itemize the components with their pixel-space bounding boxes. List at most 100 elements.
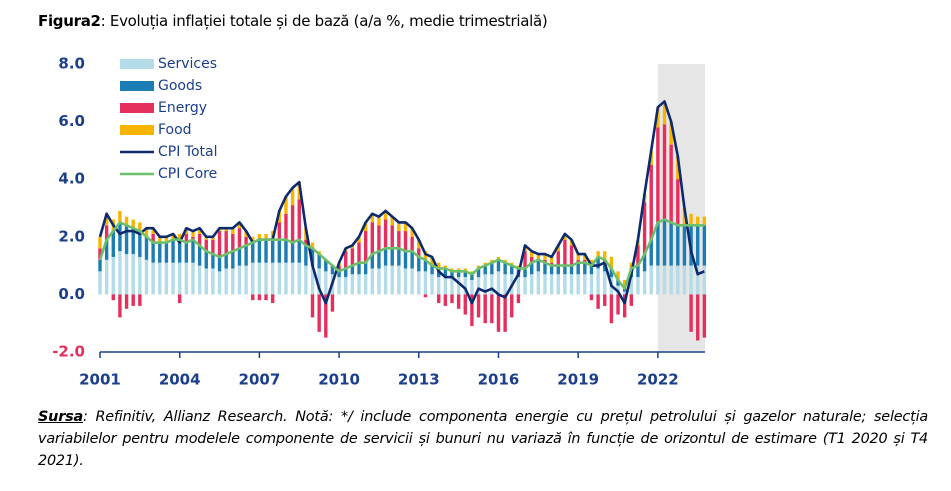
- bar-segment: [443, 268, 448, 278]
- bar-segment: [397, 248, 401, 266]
- bar-segment: [277, 239, 282, 263]
- bar-segment: [616, 280, 620, 286]
- bar-segment: [490, 274, 494, 295]
- bar-segment: [529, 256, 534, 263]
- bar-segment: [244, 231, 248, 237]
- bar-segment: [563, 233, 567, 240]
- bar-segment: [662, 124, 667, 220]
- bar-segment: [609, 256, 614, 269]
- x-tick-label: 2010: [318, 371, 360, 389]
- bar-segment: [390, 248, 394, 266]
- bar-segment: [310, 248, 315, 266]
- bar-segment: [177, 233, 182, 240]
- bar-segment: [217, 271, 222, 295]
- bar-segment: [529, 274, 534, 295]
- bar-segment: [543, 262, 547, 275]
- bar-segment: [576, 259, 580, 263]
- bar-segment: [456, 277, 461, 295]
- bar-segment: [616, 294, 620, 315]
- bar-segment: [696, 265, 700, 295]
- bar-segment: [603, 251, 607, 260]
- bar-segment: [696, 216, 700, 226]
- bar-segment: [589, 259, 594, 266]
- bar-segment: [237, 222, 242, 229]
- bar-segment: [191, 262, 195, 295]
- bar-segment: [211, 236, 215, 240]
- bar-segment: [583, 274, 587, 295]
- bar-segment: [211, 254, 215, 269]
- bar-segment: [669, 222, 673, 266]
- bar-segment: [237, 265, 242, 295]
- bar-segment: [118, 210, 122, 223]
- x-tick-label: 2004: [159, 371, 201, 389]
- bar-segment: [682, 225, 687, 266]
- bar-segment: [490, 262, 494, 275]
- bar-segment: [264, 239, 268, 263]
- bar-segment: [476, 265, 481, 269]
- bar-segment: [357, 262, 361, 275]
- bar-segment: [98, 271, 102, 295]
- bar-segment: [636, 265, 640, 278]
- bar-segment: [676, 225, 680, 266]
- bar-segment: [543, 274, 547, 295]
- x-tick-label: 2019: [557, 371, 599, 389]
- bar-segment: [197, 245, 202, 266]
- bar-segment: [437, 262, 441, 269]
- bar-segment: [569, 265, 574, 275]
- bar-segment: [251, 262, 255, 295]
- bar-segment: [324, 294, 328, 338]
- bar-segment: [350, 274, 355, 295]
- bar-segment: [536, 254, 541, 260]
- bar-segment: [410, 251, 414, 269]
- legend-swatch: [120, 81, 154, 91]
- bar-segment: [556, 274, 560, 295]
- bar-segment: [310, 294, 315, 318]
- bar-segment: [503, 294, 507, 332]
- bar-segment: [622, 291, 627, 295]
- bar-segment: [357, 236, 361, 243]
- x-tick-label: 2013: [398, 371, 440, 389]
- bar-segment: [204, 251, 208, 269]
- bar-segment: [642, 271, 647, 295]
- bar-segment: [350, 248, 355, 266]
- bar-segment: [344, 268, 348, 278]
- bar-segment: [463, 268, 467, 272]
- bar-segment: [450, 277, 454, 295]
- bar-segment: [217, 256, 222, 272]
- bar-segment: [636, 245, 640, 266]
- bar-segment: [270, 262, 275, 295]
- bar-segment: [516, 265, 521, 269]
- bar-segment: [430, 265, 434, 275]
- bar-segment: [324, 259, 328, 272]
- bar-segment: [463, 294, 467, 315]
- bar-segment: [450, 268, 454, 272]
- bar-segment: [696, 225, 700, 266]
- bar-segment: [649, 164, 653, 240]
- bar-segment: [363, 231, 368, 263]
- bar-segment: [669, 265, 673, 295]
- title-prefix: Figura2: [38, 12, 101, 30]
- bar-segment: [104, 259, 109, 295]
- bar-segment: [164, 242, 169, 263]
- bar-segment: [317, 294, 321, 332]
- bar-segment: [370, 254, 374, 269]
- bar-segment: [184, 262, 189, 295]
- bar-segment: [231, 268, 235, 295]
- bar-segment: [158, 236, 162, 243]
- bar-segment: [377, 268, 381, 295]
- bar-segment: [437, 294, 441, 304]
- bar-segment: [563, 265, 567, 275]
- bar-segment: [138, 294, 142, 306]
- bar-segment: [669, 144, 673, 223]
- bar-segment: [98, 248, 102, 260]
- bar-segment: [197, 265, 202, 295]
- bar-segment: [596, 268, 600, 295]
- legend-swatch: [120, 125, 154, 135]
- bar-segment: [642, 202, 647, 255]
- bar-segment: [549, 262, 554, 266]
- bar-segment: [383, 248, 388, 266]
- bar-segment: [357, 242, 361, 263]
- bar-segment: [344, 251, 348, 269]
- bar-segment: [496, 259, 501, 272]
